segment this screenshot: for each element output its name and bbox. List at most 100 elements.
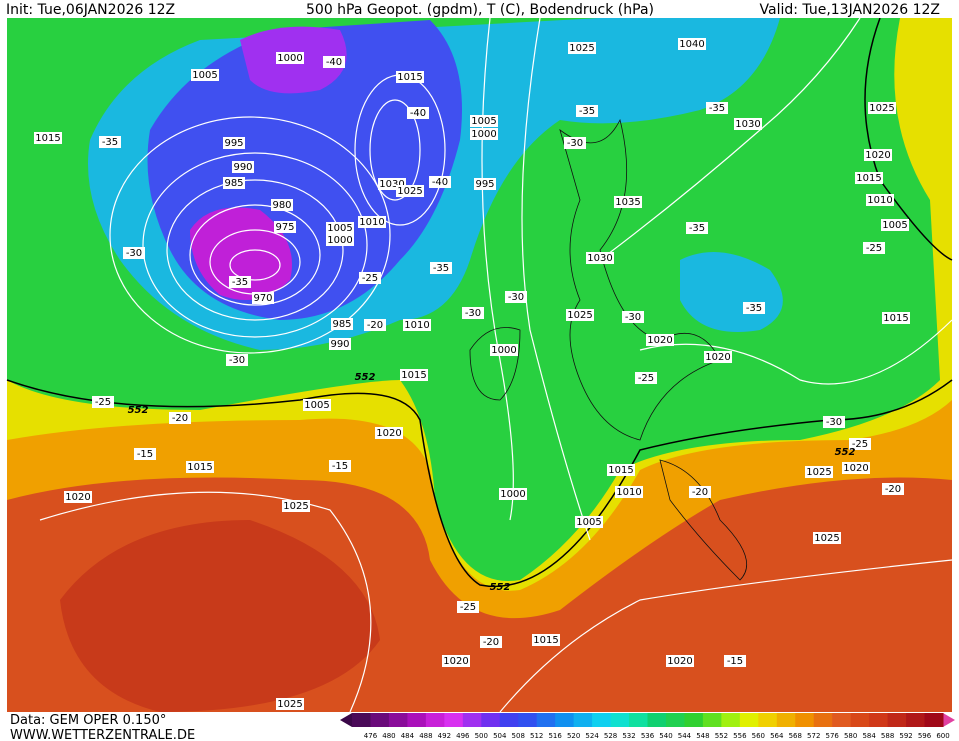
isobar-label-box — [303, 399, 331, 411]
isobar-label: 1010 — [616, 487, 641, 498]
isobar-label: 995 — [475, 179, 494, 190]
colorbar-cell — [388, 713, 408, 727]
colorbar-cell — [795, 713, 815, 727]
temperature-label: -35 — [433, 263, 449, 274]
isobar-label: 970 — [253, 293, 272, 304]
height-label: 552 — [128, 405, 149, 416]
temperature-label: -35 — [689, 223, 705, 234]
colorbar-label: 560 — [752, 732, 765, 740]
isobar-label-box — [326, 234, 354, 246]
colorbar-label: 548 — [696, 732, 709, 740]
isobar-label-box — [566, 309, 594, 321]
temperature-label: -25 — [460, 602, 476, 613]
colorbar-label: 572 — [807, 732, 820, 740]
temperature-label: -30 — [508, 292, 524, 303]
temperature-label: -15 — [727, 656, 743, 667]
temperature-label: -20 — [483, 637, 499, 648]
temperature-label-box — [823, 416, 845, 428]
temperature-label-box — [462, 307, 484, 319]
colorbar-label: 496 — [456, 732, 470, 740]
temperature-label-box — [123, 247, 145, 259]
temperature-label: -40 — [432, 177, 448, 188]
isobar-label-box — [271, 199, 293, 211]
isobar-label: 1000 — [327, 235, 352, 246]
colorbar-cell — [425, 713, 445, 727]
colorbar-label: 592 — [899, 732, 912, 740]
temperature-label-box — [686, 222, 708, 234]
init-time: Init: Tue,06JAN2026 12Z — [6, 2, 175, 18]
temperature-label: -35 — [579, 106, 595, 117]
isobar-label: 1010 — [404, 320, 429, 331]
colorbar-label: 540 — [659, 732, 672, 740]
isobar-label-box — [842, 462, 870, 474]
temperature-label: -40 — [410, 108, 426, 119]
colorbar-label: 528 — [604, 732, 617, 740]
temperature-label-box — [743, 302, 765, 314]
isobar-label-box — [276, 698, 304, 710]
isobar-label: 990 — [233, 162, 252, 173]
isobar-label-box — [326, 222, 354, 234]
isobar-label-box — [400, 369, 428, 381]
temperature-label: -15 — [332, 461, 348, 472]
colorbar-label: 504 — [493, 732, 507, 740]
temperature-label: -30 — [826, 417, 842, 428]
isobar-label-box — [223, 177, 245, 189]
isobar-label: 1025 — [869, 103, 894, 114]
isobar-label: 1020 — [667, 656, 692, 667]
colorbar-cell — [758, 713, 778, 727]
colorbar-cell — [887, 713, 907, 727]
isobar-label: 975 — [275, 222, 294, 233]
isobar-label-box — [64, 491, 92, 503]
temperature-label-box — [882, 483, 904, 495]
temperature-label-box — [505, 291, 527, 303]
colorbar-cell — [869, 713, 889, 727]
temperature-label: -35 — [102, 137, 118, 148]
colorbar-cell — [702, 713, 722, 727]
isobar-label: 995 — [224, 138, 243, 149]
temperature-label: -40 — [326, 57, 342, 68]
isobar-label-box — [646, 334, 674, 346]
temperature-label: -20 — [885, 484, 901, 495]
isobar-label-box — [868, 102, 896, 114]
isobar-label-box — [232, 161, 254, 173]
temperature-label: -30 — [567, 138, 583, 149]
colorbar-label: 596 — [918, 732, 932, 740]
isobar-label: 1000 — [471, 129, 496, 140]
isobar-label: 1020 — [843, 463, 868, 474]
valid-time: Valid: Tue,13JAN2026 12Z — [760, 2, 941, 18]
temperature-label-box — [622, 311, 644, 323]
map-title: 500 hPa Geopot. (gpdm), T (C), Bodendruc… — [306, 2, 654, 18]
colorbar-label: 488 — [419, 732, 432, 740]
isobar-label: 1025 — [567, 310, 592, 321]
isobar-label-box — [575, 516, 603, 528]
temperature-label-box — [724, 655, 746, 667]
temperature-label: -20 — [692, 487, 708, 498]
isobar-label-box — [813, 532, 841, 544]
isobar-label: 1015 — [856, 173, 881, 184]
colorbar-cell — [776, 713, 796, 727]
isobar-label-box — [276, 52, 304, 64]
temperature-label-box — [329, 460, 351, 472]
temperature-label-box — [863, 242, 885, 254]
isobar-label-box — [881, 219, 909, 231]
temperature-label-box — [226, 354, 248, 366]
isobar-label: 1020 — [647, 335, 672, 346]
isobar-label-box — [34, 132, 62, 144]
temperature-label: -25 — [638, 373, 654, 384]
colorbar-cell — [721, 713, 741, 727]
isobar-label: 1005 — [304, 400, 329, 411]
isobar-label: 985 — [224, 178, 243, 189]
isobar-label-box — [274, 221, 296, 233]
isobar-label: 1005 — [471, 116, 496, 127]
colorbar-low-arrow — [340, 713, 352, 727]
isobar-label: 1015 — [533, 635, 558, 646]
isobar-label-box — [396, 185, 424, 197]
temperature-label-box — [635, 372, 657, 384]
isobar-label: 1005 — [192, 70, 217, 81]
isobar-label-box — [470, 115, 498, 127]
colorbar-cell — [518, 713, 538, 727]
isobar-label-box — [223, 137, 245, 149]
temperature-label-box — [407, 107, 429, 119]
colorbar-label: 544 — [678, 732, 692, 740]
isobar-label-box — [734, 118, 762, 130]
